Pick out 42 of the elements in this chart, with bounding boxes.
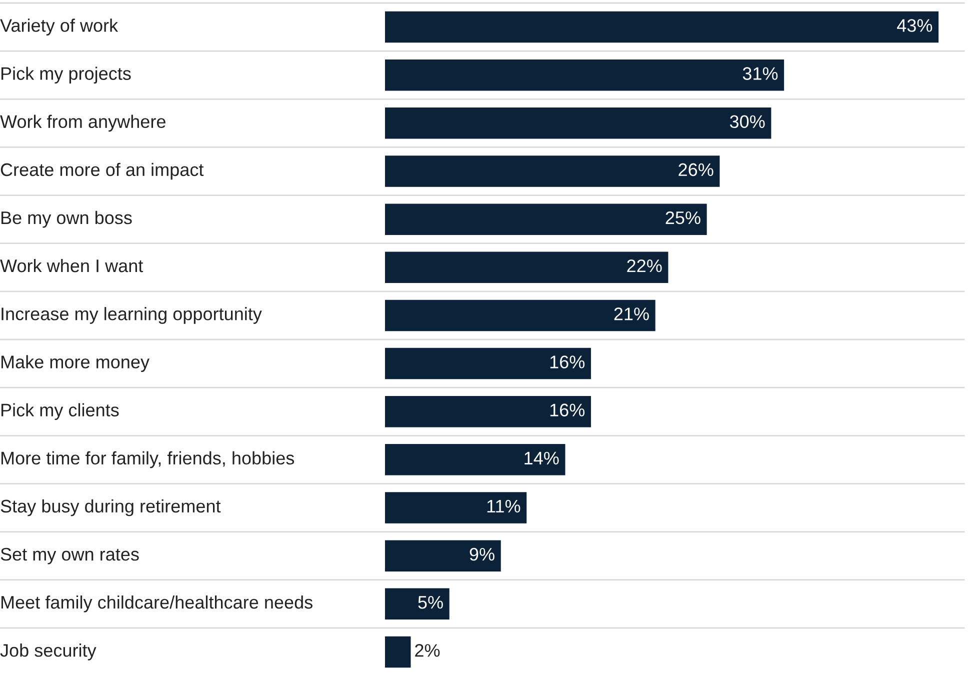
y-tick-label: Meet family childcare/healthcare needs bbox=[1, 595, 312, 612]
bar bbox=[385, 108, 772, 139]
bar bbox=[385, 636, 411, 668]
y-tick-label: Work from anywhere bbox=[0, 114, 166, 132]
bar bbox=[385, 300, 656, 332]
data-label: 31% bbox=[742, 67, 778, 80]
data-label: 43% bbox=[897, 19, 932, 32]
bar bbox=[385, 588, 450, 620]
y-tick-label: Stay busy during retirement bbox=[0, 499, 221, 516]
y-tick-label: Variety of work bbox=[0, 18, 118, 36]
data-label: 21% bbox=[614, 308, 649, 320]
y-tick-label: More time for family, friends, hobbies bbox=[1, 451, 294, 468]
bar bbox=[385, 444, 566, 476]
y-tick-label: Pick my projects bbox=[1, 66, 131, 84]
bar bbox=[385, 348, 591, 380]
y-tick-label: Job security bbox=[0, 644, 96, 660]
y-tick-label: Work when I want bbox=[0, 258, 144, 272]
bar bbox=[385, 492, 527, 524]
bar bbox=[385, 156, 720, 187]
data-label: 16% bbox=[550, 356, 585, 368]
data-label: 5% bbox=[418, 596, 443, 609]
data-label: 25% bbox=[666, 211, 700, 224]
data-label: 16% bbox=[550, 404, 585, 416]
bar bbox=[385, 252, 668, 284]
bar bbox=[385, 204, 707, 235]
data-label: 9% bbox=[470, 548, 494, 561]
y-tick-label: Set my own rates bbox=[0, 548, 139, 564]
y-tick-label: Pick my clients bbox=[1, 403, 119, 420]
data-label: 26% bbox=[678, 163, 714, 176]
data-label: 2% bbox=[415, 644, 440, 657]
data-label: 30% bbox=[730, 115, 765, 128]
y-tick-label: Increase my learning opportunity bbox=[2, 307, 262, 324]
data-label: 22% bbox=[627, 259, 662, 272]
bar bbox=[385, 11, 939, 43]
bar bbox=[385, 396, 591, 428]
y-tick-label: Make more money bbox=[1, 355, 150, 372]
bar bbox=[385, 59, 784, 91]
data-label: 11% bbox=[487, 500, 520, 513]
y-tick-label: Be my own boss bbox=[1, 210, 132, 228]
bar bbox=[385, 540, 501, 572]
y-tick-label: Create more of an impact bbox=[0, 162, 204, 180]
data-label: 14% bbox=[524, 452, 559, 464]
